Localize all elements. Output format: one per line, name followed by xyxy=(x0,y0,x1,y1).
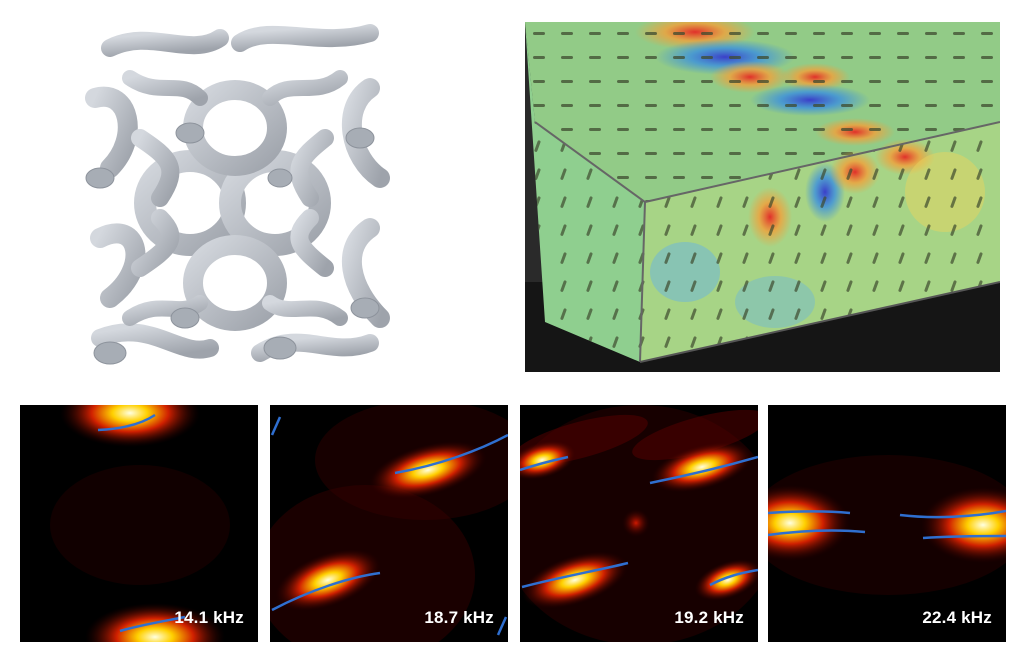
intensity-map-1: 14.1 kHz xyxy=(20,405,258,642)
frequency-label: 14.1 kHz xyxy=(174,608,244,627)
frequency-label: 18.7 kHz xyxy=(424,608,494,627)
printed-block-photo xyxy=(525,22,1000,372)
gyroid-lattice-graphic xyxy=(85,24,390,365)
block-photo-graphic xyxy=(525,22,1000,372)
frequency-label: 19.2 kHz xyxy=(674,608,744,627)
intensity-map-4-graphic xyxy=(768,455,1006,595)
intensity-map-4: 22.4 kHz xyxy=(768,405,1006,642)
intensity-map-1-graphic xyxy=(50,405,230,642)
intensity-map-3-graphic xyxy=(520,405,758,642)
frequency-label: 22.4 kHz xyxy=(922,608,992,627)
intensity-map-2-graphic xyxy=(270,405,508,642)
gyroid-lattice-image xyxy=(70,18,400,373)
intensity-map-3: 19.2 kHz xyxy=(520,405,758,642)
intensity-map-2: 18.7 kHz xyxy=(270,405,508,642)
